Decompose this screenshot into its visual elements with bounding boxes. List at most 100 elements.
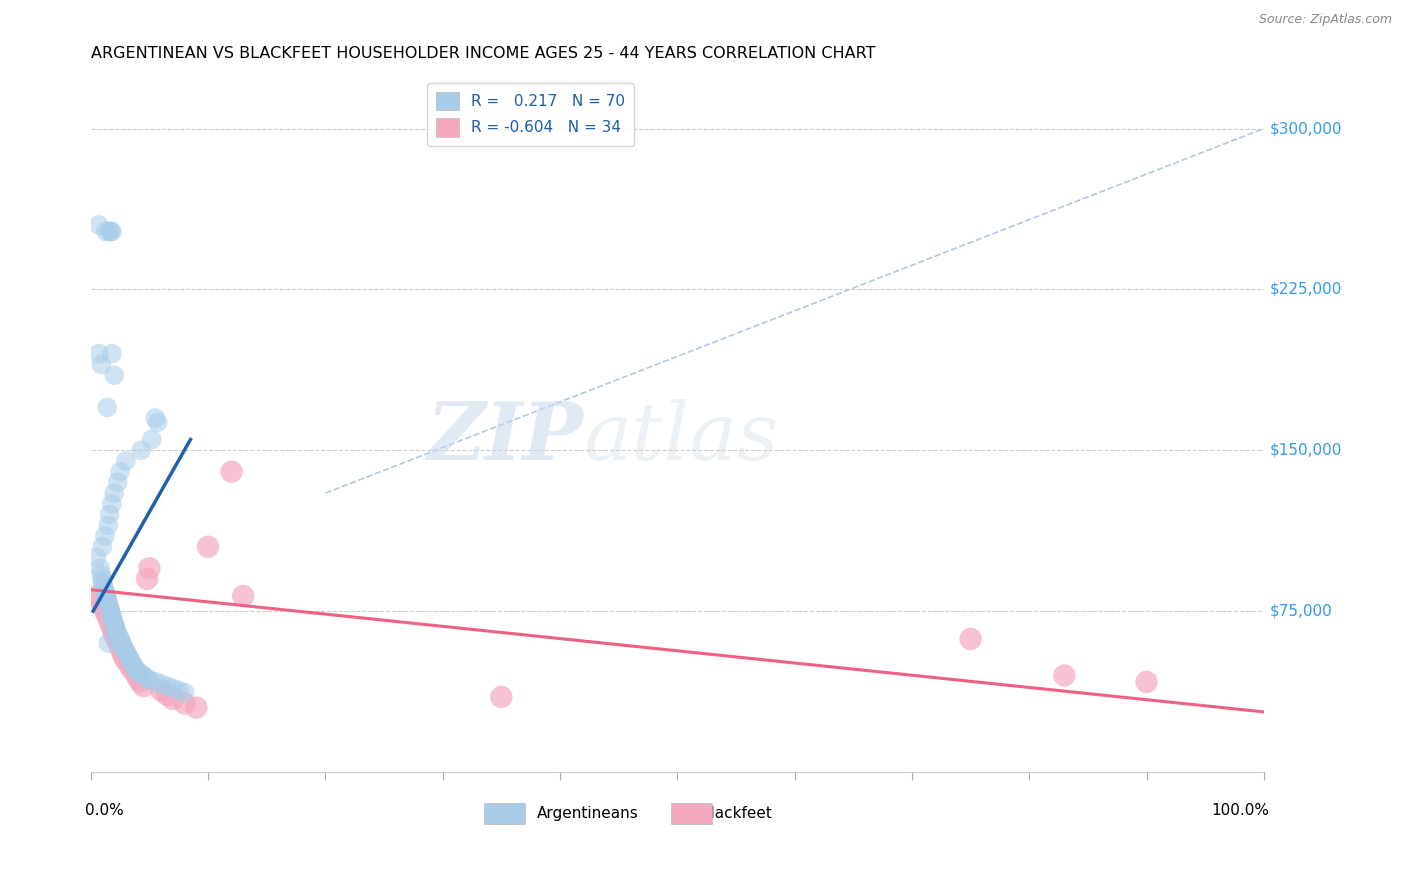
Point: [115, 454, 138, 468]
Point: [173, 696, 195, 710]
Point: [96, 401, 118, 415]
Legend: R =   0.217   N = 70, R = -0.604   N = 34: R = 0.217 N = 70, R = -0.604 N = 34: [427, 83, 634, 145]
Point: [101, 624, 124, 638]
Point: [132, 679, 155, 693]
Point: [115, 647, 138, 661]
Text: 100.0%: 100.0%: [1212, 804, 1270, 818]
Point: [118, 651, 141, 665]
Point: [110, 634, 132, 648]
Point: [146, 415, 169, 429]
Point: [93, 582, 115, 597]
Bar: [672, 804, 713, 824]
Point: [97, 610, 120, 624]
Text: Source: ZipAtlas.com: Source: ZipAtlas.com: [1258, 13, 1392, 27]
Point: [94, 587, 117, 601]
Point: [103, 486, 125, 500]
Point: [91, 576, 114, 591]
Point: [197, 540, 219, 554]
Point: [162, 692, 184, 706]
Bar: [484, 804, 524, 824]
Point: [101, 619, 124, 633]
Point: [96, 593, 118, 607]
Text: Argentineans: Argentineans: [537, 806, 638, 822]
Point: [111, 645, 134, 659]
Point: [132, 668, 155, 682]
Text: ZIP: ZIP: [426, 399, 583, 476]
Point: [221, 465, 243, 479]
Point: [97, 636, 120, 650]
Point: [121, 656, 143, 670]
Point: [107, 475, 129, 490]
Point: [98, 599, 121, 614]
Point: [94, 224, 117, 238]
Point: [135, 671, 157, 685]
Point: [97, 518, 120, 533]
Point: [86, 550, 108, 565]
Point: [89, 561, 111, 575]
Point: [127, 664, 149, 678]
Point: [110, 636, 132, 650]
Point: [150, 677, 173, 691]
Point: [101, 613, 124, 627]
Point: [105, 624, 128, 638]
Point: [108, 465, 131, 479]
Point: [86, 589, 108, 603]
Point: [959, 632, 981, 646]
Point: [173, 685, 195, 699]
Point: [94, 589, 117, 603]
Point: [101, 615, 124, 629]
Text: $300,000: $300,000: [1270, 121, 1343, 136]
Point: [98, 508, 121, 522]
Point: [105, 625, 128, 640]
Point: [491, 690, 513, 704]
Point: [101, 608, 124, 623]
Point: [98, 224, 121, 238]
Point: [156, 679, 179, 693]
Point: [90, 567, 112, 582]
Point: [232, 589, 254, 603]
Text: 0.0%: 0.0%: [84, 804, 124, 818]
Point: [143, 674, 166, 689]
Point: [97, 598, 120, 612]
Point: [91, 540, 114, 554]
Point: [94, 584, 117, 599]
Point: [114, 642, 136, 657]
Point: [1053, 668, 1076, 682]
Point: [107, 628, 129, 642]
Point: [162, 681, 184, 696]
Point: [108, 630, 131, 644]
Point: [167, 683, 190, 698]
Point: [108, 640, 131, 655]
Point: [156, 688, 179, 702]
Point: [108, 632, 131, 646]
Point: [117, 649, 139, 664]
Point: [100, 604, 122, 618]
Point: [136, 572, 159, 586]
Point: [94, 529, 117, 543]
Point: [111, 639, 134, 653]
Text: Blackfeet: Blackfeet: [700, 806, 773, 822]
Point: [103, 628, 125, 642]
Point: [112, 640, 135, 655]
Point: [91, 598, 114, 612]
Point: [100, 606, 122, 620]
Text: atlas: atlas: [583, 399, 779, 476]
Point: [101, 497, 124, 511]
Point: [108, 636, 131, 650]
Point: [101, 224, 124, 238]
Point: [103, 368, 125, 383]
Point: [150, 683, 173, 698]
Point: [87, 347, 110, 361]
Point: [129, 443, 152, 458]
Point: [127, 671, 149, 685]
Point: [100, 224, 122, 238]
Point: [141, 433, 163, 447]
Point: [103, 617, 125, 632]
Text: $150,000: $150,000: [1270, 442, 1343, 458]
Point: [104, 621, 127, 635]
Point: [1135, 674, 1157, 689]
Point: [101, 347, 124, 361]
Point: [115, 645, 138, 659]
Point: [91, 572, 114, 586]
Point: [98, 602, 121, 616]
